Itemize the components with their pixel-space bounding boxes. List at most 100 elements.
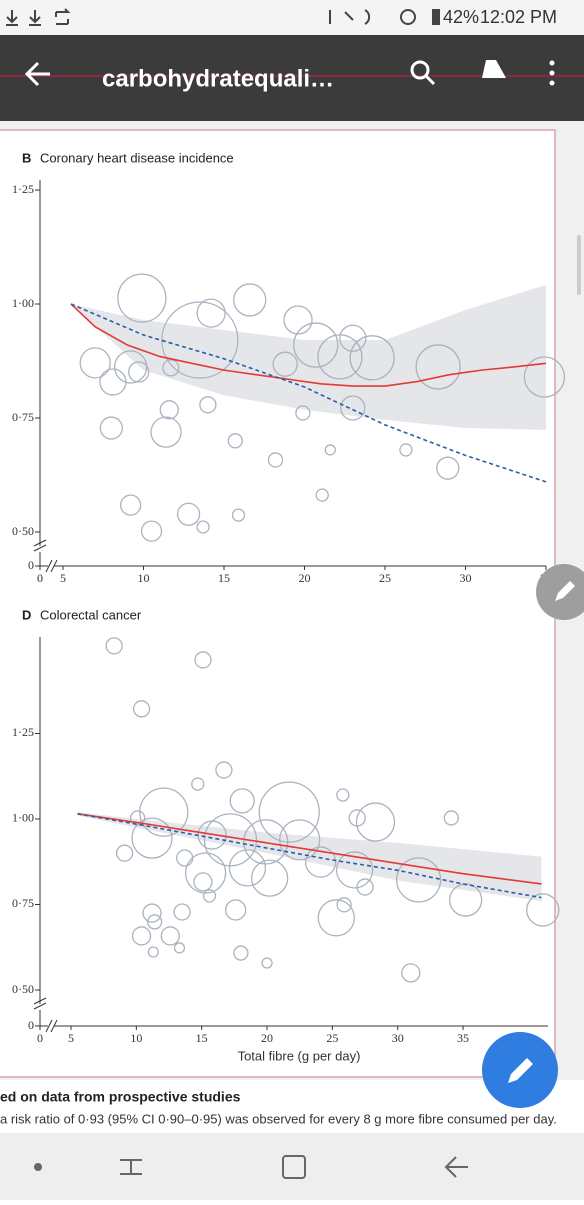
study-bubble: [184, 852, 227, 894]
study-bubble: [526, 893, 560, 927]
x-tick-label: 15: [196, 1031, 208, 1045]
study-bubble: [203, 813, 258, 867]
x-axis-label: Total fibre (g per day): [238, 1048, 361, 1063]
study-bubble: [193, 872, 213, 892]
study-bubble: [146, 914, 163, 930]
nav-dot: [34, 1163, 42, 1171]
x-tick-label: 15: [218, 571, 230, 585]
study-bubble: [523, 356, 566, 398]
study-bubble: [131, 817, 173, 859]
battery-icon: [432, 9, 440, 25]
study-bubble: [99, 416, 123, 440]
x-tick-label: 30: [460, 571, 472, 585]
break-mark: [33, 1002, 47, 1010]
study-bubble: [317, 899, 355, 937]
y-tick-label: 1·00: [12, 811, 34, 825]
break-mark: [33, 997, 47, 1005]
study-bubble: [315, 488, 329, 502]
axis-break: [34, 546, 46, 552]
y-tick-label: 0: [28, 1018, 34, 1032]
break-mark: [33, 544, 47, 552]
study-bubble: [105, 637, 123, 655]
nav-bar: [0, 1133, 584, 1200]
break-mark: [50, 559, 58, 573]
study-bubble: [399, 443, 413, 457]
recent-button[interactable]: [120, 1159, 142, 1175]
axis-break: [34, 1004, 46, 1010]
study-bubble: [131, 926, 152, 946]
study-bubble: [229, 788, 255, 814]
trend-line: [77, 813, 542, 885]
study-bubble: [162, 359, 180, 377]
x-tick-label: 5: [60, 571, 66, 585]
study-bubble: [340, 395, 366, 421]
search-button[interactable]: [410, 60, 436, 86]
chart-title: Coronary heart disease incidence: [40, 150, 234, 165]
study-bubble: [150, 416, 182, 448]
study-bubble: [173, 903, 191, 921]
study-bubble: [436, 456, 460, 480]
x-tick-label: 35: [457, 1031, 469, 1045]
break-mark: [45, 1019, 53, 1033]
x-tick-label: 20: [261, 1031, 273, 1045]
x-tick-label: 25: [326, 1031, 338, 1045]
study-bubble: [115, 844, 134, 862]
x-tick-label: 0: [37, 1031, 43, 1045]
study-bubble: [194, 651, 212, 669]
x-tick-label: 10: [130, 1031, 142, 1045]
axis-break: [48, 560, 54, 572]
study-bubble: [283, 305, 313, 335]
study-bubble: [128, 361, 150, 383]
y-tick-label: 0·50: [12, 982, 34, 996]
study-bubble: [225, 899, 247, 921]
break-mark: [45, 559, 53, 573]
study-bubble: [227, 433, 243, 449]
panel-letter: D: [22, 607, 31, 622]
menu-button[interactable]: [549, 60, 555, 86]
study-bubble: [202, 889, 217, 903]
status-bar: [0, 0, 584, 35]
study-bubble: [173, 942, 186, 954]
study-bubble: [159, 400, 179, 420]
x-tick-label: 0: [37, 571, 43, 585]
study-bubble: [339, 324, 367, 352]
home-button[interactable]: [282, 1155, 306, 1179]
pdf-page: [0, 129, 556, 1078]
y-tick-label: 1·25: [12, 182, 34, 196]
study-bubble: [79, 347, 111, 379]
battery-level: 42%: [443, 7, 479, 27]
y-tick-label: 0: [28, 558, 34, 572]
document-title: carbohydratequali…: [102, 65, 334, 92]
panel-letter: B: [22, 150, 31, 165]
study-bubble: [196, 298, 226, 328]
trend-line: [70, 303, 547, 483]
x-tick-label: 30: [392, 1031, 404, 1045]
study-bubble: [258, 781, 320, 843]
doc-text: a risk ratio of 0·93 (95% CI 0·90–0·95) …: [0, 1111, 557, 1126]
study-bubble: [119, 494, 142, 516]
study-bubble: [279, 819, 321, 861]
study-bubble: [132, 700, 151, 718]
study-bubble: [272, 351, 298, 377]
confidence-band: [71, 284, 547, 430]
study-bubble: [261, 957, 273, 969]
study-bubble: [317, 334, 363, 380]
back-button[interactable]: [24, 61, 50, 87]
study-bubble: [176, 502, 201, 526]
study-bubble: [335, 851, 374, 889]
y-tick-label: 0·75: [12, 896, 34, 910]
clock: 12:02 PM: [480, 7, 557, 27]
study-bubble: [243, 819, 289, 865]
break-mark: [33, 539, 47, 547]
scroll-handle[interactable]: [577, 235, 581, 295]
drive-button[interactable]: [482, 60, 506, 78]
y-tick-label: 0·75: [12, 410, 34, 424]
study-bubble: [304, 846, 337, 878]
charts: 0 0·50 0·75 1·00 1·25 0 5 10 15 20 25 30 35 B Coronary…: [12, 150, 566, 1063]
annotate-icon: [555, 581, 575, 601]
study-bubble: [231, 508, 246, 522]
study-bubble: [191, 777, 205, 791]
study-bubble: [233, 283, 267, 317]
nav-back-button[interactable]: [444, 1156, 468, 1178]
